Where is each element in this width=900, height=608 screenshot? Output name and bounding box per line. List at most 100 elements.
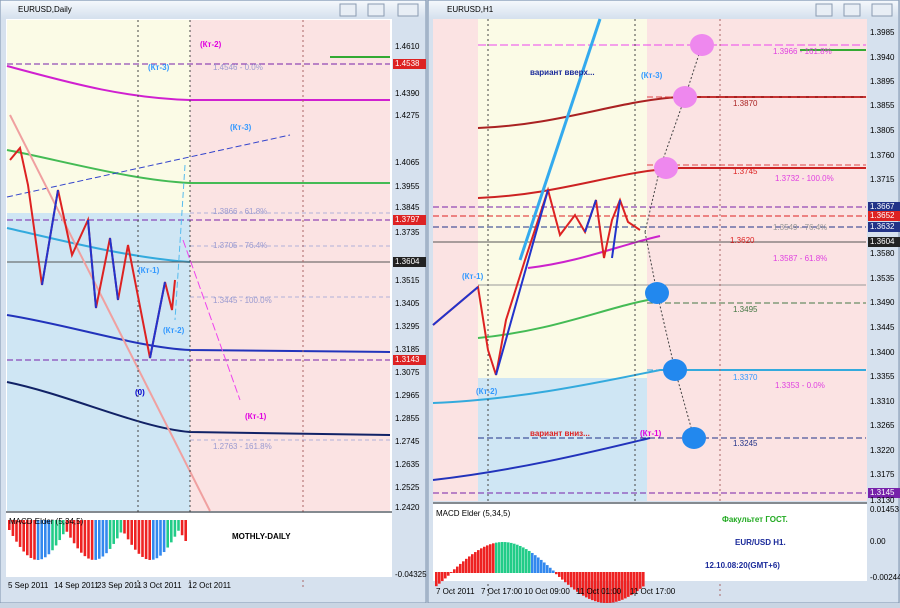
price-label: 1.3604 xyxy=(395,257,420,266)
macd-bar xyxy=(51,520,54,551)
macd-bar xyxy=(105,520,108,554)
macd-bar xyxy=(58,520,61,541)
annotation: 1.2763 - 161.8% xyxy=(213,442,272,451)
macd-bar xyxy=(148,520,151,560)
projection xyxy=(174,164,186,321)
date-label: 7 Oct 2011 xyxy=(436,587,475,596)
minimize-button[interactable] xyxy=(815,3,833,17)
price-label: 1.3580 xyxy=(870,249,895,258)
macd-bar xyxy=(525,549,528,573)
price-label: 1.4610 xyxy=(395,42,420,51)
maximize-button[interactable] xyxy=(367,3,385,17)
annotation: (Кт-3) xyxy=(641,71,663,80)
macd-bar xyxy=(576,572,579,592)
price-label: 1.2745 xyxy=(395,437,420,446)
ma-line xyxy=(432,437,651,481)
macd-bar xyxy=(606,572,609,603)
macd-bar xyxy=(144,520,148,560)
macd-bar xyxy=(540,559,543,573)
price-label: 1.3604 xyxy=(870,237,895,246)
macd-bar xyxy=(573,572,576,590)
annotation: вариант вниз... xyxy=(530,429,590,438)
macd-bar xyxy=(597,572,600,603)
price-label: 1.3535 xyxy=(870,274,895,283)
macd-bar xyxy=(159,520,162,556)
title-bar xyxy=(429,1,898,18)
date-label: 7 Oct 17:00 xyxy=(481,587,523,596)
date-label: 10 Oct 09:00 xyxy=(524,587,570,596)
price-label: 1.2525 xyxy=(395,483,420,492)
macd-bar xyxy=(534,555,537,573)
macd-bar xyxy=(642,572,645,587)
ma-line xyxy=(6,314,391,353)
macd-bar xyxy=(47,520,51,555)
target-up xyxy=(690,34,714,56)
macd-bar xyxy=(112,520,115,544)
macd-bar xyxy=(546,565,549,573)
macd-bar xyxy=(54,520,58,546)
macd-bar xyxy=(108,520,112,549)
macd-bar xyxy=(624,572,627,599)
macd-bar xyxy=(162,520,166,553)
macd-bar xyxy=(564,572,567,583)
date-label: 5 Sep 2011 xyxy=(8,581,49,590)
macd-bar xyxy=(26,520,29,556)
macd-bar xyxy=(98,520,101,559)
annotation: 1.3445 - 100.0% xyxy=(213,296,272,305)
price-label: 1.3855 xyxy=(870,101,895,110)
macd-bar xyxy=(486,545,489,573)
window-title: EURUSD,Daily xyxy=(18,5,72,14)
macd-bar xyxy=(180,520,184,536)
macd-bar xyxy=(468,556,471,573)
price-label: 1.3805 xyxy=(870,126,895,135)
price-label: 1.2420 xyxy=(395,503,420,512)
macd-bar xyxy=(44,520,47,558)
projection xyxy=(182,239,241,401)
macd-bar xyxy=(456,566,459,573)
annotation: 1.3620 xyxy=(730,236,755,245)
close-button[interactable] xyxy=(871,3,893,17)
macd-bar xyxy=(600,572,603,603)
macd-bar xyxy=(130,520,133,545)
price-label: 1.3185 xyxy=(395,345,420,354)
macd-bar xyxy=(62,520,65,535)
macd-bar xyxy=(22,520,25,552)
zone-blue xyxy=(7,213,190,511)
close-button[interactable] xyxy=(397,3,419,17)
ma-line xyxy=(6,65,390,101)
macd-bar xyxy=(447,572,450,576)
macd-bar xyxy=(474,552,477,573)
price-label: 1.3130 xyxy=(870,496,895,505)
ma-line xyxy=(432,369,866,404)
macd-bar xyxy=(537,557,540,573)
macd-bar xyxy=(579,572,582,594)
trend-line xyxy=(9,114,211,512)
macd-bar xyxy=(516,544,519,573)
macd-bar xyxy=(444,572,447,579)
macd-bar xyxy=(603,572,606,603)
macd-bar xyxy=(501,542,504,573)
date-label: 3 Oct 2011 xyxy=(143,581,182,590)
annotation: (Кт-1) xyxy=(462,272,484,281)
annotation: MACD Elder (5,34,5) xyxy=(9,517,84,526)
macd-label: 0.00 xyxy=(870,537,886,546)
projection xyxy=(644,44,703,439)
price-line xyxy=(432,186,641,376)
macd-bar xyxy=(594,572,597,602)
price-line-up xyxy=(432,189,621,376)
ma-line xyxy=(477,96,866,129)
zone-pink xyxy=(190,20,390,511)
macd-bar xyxy=(65,520,69,532)
minimize-button[interactable] xyxy=(339,3,357,17)
macd-bar xyxy=(90,520,94,560)
macd-bar xyxy=(477,550,480,573)
maximize-button[interactable] xyxy=(843,3,861,17)
price-label: 1.3220 xyxy=(870,446,895,455)
level-lines xyxy=(6,20,390,590)
price-label: 1.3845 xyxy=(395,203,420,212)
annotation: (Кт-1) xyxy=(245,412,267,421)
price-label: 1.3175 xyxy=(870,470,895,479)
macd-bar xyxy=(152,520,155,560)
annotation: MOTHLY-DAILY xyxy=(232,532,291,541)
